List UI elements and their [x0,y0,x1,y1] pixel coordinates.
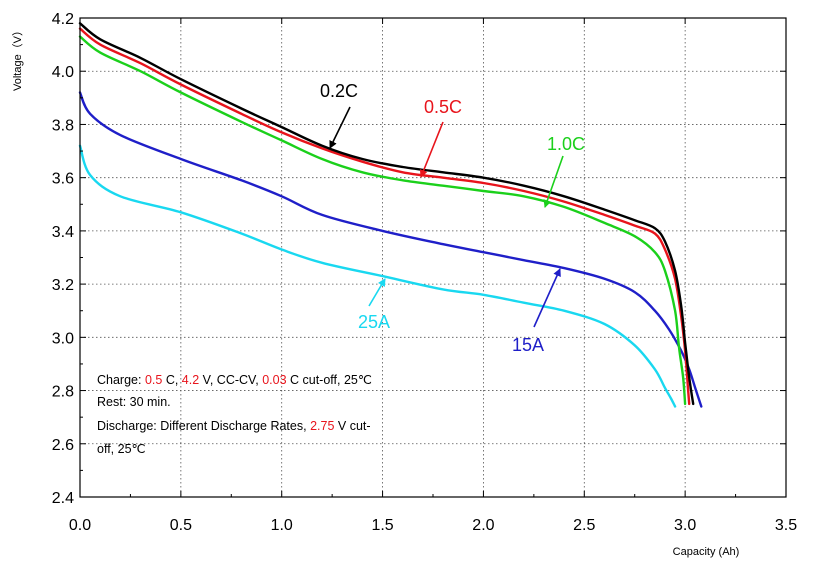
condition-rest: Rest: 30 min. [97,395,171,409]
y-tick-label: 3.6 [52,171,74,188]
x-tick-label: 2.0 [472,517,494,534]
label-0.2C: 0.2C [320,81,358,101]
condition-discharge: Discharge: Different Discharge Rates, 2.… [97,419,371,433]
y-axis-title: Voltage（V） [11,25,24,91]
series-line-0.5C [78,27,691,406]
y-tick-label: 3.8 [52,117,74,134]
annotations: 0.2C 0.5C 1.0C 15A 25A [320,81,585,355]
y-tick-label: 4.2 [52,11,74,28]
y-tick-label: 2.4 [52,490,74,507]
x-tick-label: 3.5 [775,517,797,534]
label-15A: 15A [512,335,544,355]
condition-discharge-cont: off, 25℃ [97,442,146,456]
label-1.0C: 1.0C [547,134,585,154]
x-tick-label: 3.0 [674,517,696,534]
arrow-1.0C [543,155,564,208]
y-tick-label: 2.6 [52,437,74,454]
x-tick-label: 1.5 [371,517,393,534]
y-tick-labels: 2.4 2.6 2.8 3.0 3.2 3.4 3.6 3.8 4.0 4.2 [52,11,74,507]
test-conditions: Charge: 0.5 C, 4.2 V, CC-CV, 0.03 C cut-… [97,373,372,456]
condition-charge: Charge: 0.5 C, 4.2 V, CC-CV, 0.03 C cut-… [97,373,372,387]
arrow-15A [533,268,561,328]
y-tick-label: 3.4 [52,224,74,241]
x-tick-label: 1.0 [271,517,293,534]
arrow-25A [368,278,386,307]
y-tick-label: 3.2 [52,277,74,294]
y-tick-label: 2.8 [52,384,74,401]
y-tick-label: 3.0 [52,330,74,347]
label-0.5C: 0.5C [424,97,462,117]
series-line-25A [78,144,677,408]
x-tick-label: 0.0 [69,517,91,534]
series-line-1.0C [78,35,687,406]
x-tick-labels: 0.0 0.5 1.0 1.5 2.0 2.5 3.0 3.5 [69,517,797,534]
series-layer [78,22,703,408]
x-axis-title: Capacity (Ah) [673,546,740,558]
x-tick-label: 0.5 [170,517,192,534]
label-25A: 25A [358,312,390,332]
x-tick-label: 2.5 [573,517,595,534]
ticks [79,17,787,498]
arrow-0.5C [419,121,444,178]
series-line-0.2C [78,22,695,406]
y-tick-label: 4.0 [52,64,74,81]
arrow-0.2C [329,106,351,149]
